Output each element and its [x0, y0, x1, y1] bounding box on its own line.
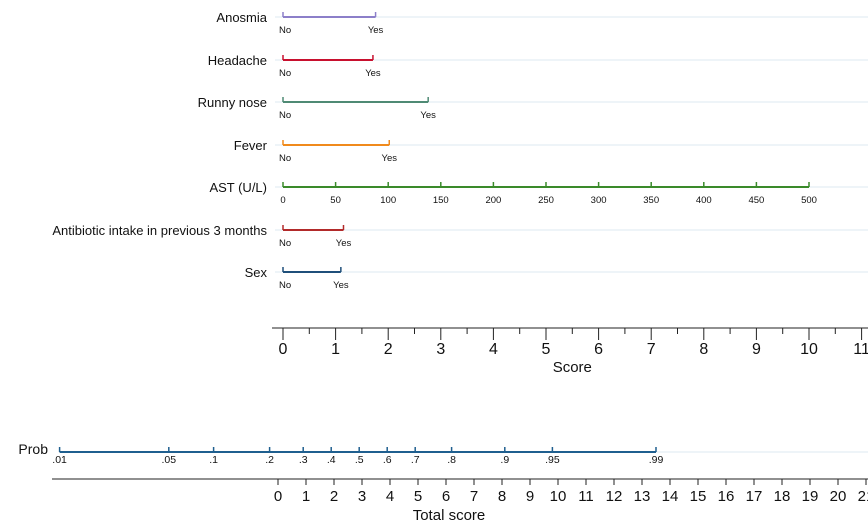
total-tick-label-8: 8	[498, 488, 506, 505]
score-tick-label-1: 1	[331, 341, 340, 358]
tick-label-ast-u-l-150: 150	[433, 195, 449, 206]
total-tick-label-1: 1	[302, 488, 310, 505]
predictor-label-ast-u-l: AST (U/L)	[209, 180, 267, 195]
predictor-label-antibiotic-intake-in-previous-3-months: Antibiotic intake in previous 3 months	[52, 223, 267, 238]
predictor-label-fever: Fever	[234, 138, 268, 153]
predictor-label-headache: Headache	[208, 53, 267, 68]
predictor-row-sex: Sex No Yes	[245, 265, 349, 291]
score-tick-label-7: 7	[647, 341, 656, 358]
predictor-label-anosmia: Anosmia	[216, 10, 267, 25]
score-tick-label-2: 2	[384, 341, 393, 358]
predictor-row-anosmia: Anosmia No Yes	[216, 10, 383, 36]
tick-label-ast-u-l-50: 50	[330, 195, 341, 206]
tick-label-ast-u-l-100: 100	[380, 195, 396, 206]
score-tick-label-8: 8	[699, 341, 708, 358]
predictor-row-fever: Fever No Yes	[234, 138, 397, 164]
prob-tick-label-95: .95	[545, 454, 560, 466]
tick-label-runny-nose-yes: Yes	[420, 110, 436, 121]
predictor-rows: Anosmia No Yes Headache No Yes Runny nose No Yes…	[52, 10, 817, 291]
tick-label-antibiotic-intake-in-previous-3-months-yes: Yes	[336, 238, 352, 249]
score-tick-label-0: 0	[279, 341, 288, 358]
prob-tick-label-7: .7	[411, 454, 420, 466]
prob-axis-title: Prob	[18, 441, 48, 457]
total-tick-label-6: 6	[442, 488, 450, 505]
score-tick-label-10: 10	[800, 341, 818, 358]
predictor-row-headache: Headache No Yes	[208, 53, 381, 79]
total-tick-label-10: 10	[550, 488, 567, 505]
tick-label-headache-yes: Yes	[365, 68, 381, 79]
prob-tick-label-99: .99	[649, 454, 664, 466]
prob-tick-label-01: .01	[52, 454, 67, 466]
total-tick-label-14: 14	[662, 488, 679, 505]
predictor-row-antibiotic-intake-in-previous-3-months: Antibiotic intake in previous 3 months No…	[52, 223, 351, 249]
tick-label-ast-u-l-400: 400	[696, 195, 712, 206]
tick-label-ast-u-l-250: 250	[538, 195, 554, 206]
prob-tick-label-3: .3	[299, 454, 308, 466]
prob-tick-label-4: .4	[327, 454, 336, 466]
tick-label-anosmia-yes: Yes	[368, 25, 384, 36]
total-tick-label-4: 4	[386, 488, 394, 505]
tick-label-ast-u-l-300: 300	[591, 195, 607, 206]
tick-label-anosmia-no: No	[279, 25, 291, 36]
score-axis: 0 1 2 3 4 5 6 7 8 9 10 11 Score	[272, 327, 868, 376]
score-tick-label-6: 6	[594, 341, 603, 358]
tick-label-ast-u-l-450: 450	[748, 195, 764, 206]
tick-label-ast-u-l-200: 200	[485, 195, 501, 206]
tick-label-ast-u-l-350: 350	[643, 195, 659, 206]
predictor-row-runny-nose: Runny nose No Yes	[198, 95, 437, 121]
predictor-label-runny-nose: Runny nose	[198, 95, 267, 110]
tick-label-headache-no: No	[279, 68, 291, 79]
total-tick-label-13: 13	[634, 488, 651, 505]
prob-tick-label-9: .9	[500, 454, 509, 466]
score-tick-label-4: 4	[489, 341, 498, 358]
total-tick-label-0: 0	[274, 488, 282, 505]
prob-tick-label-8: .8	[447, 454, 456, 466]
total-tick-label-17: 17	[746, 488, 763, 505]
prob-tick-label-5: .5	[355, 454, 364, 466]
tick-label-fever-yes: Yes	[382, 153, 398, 164]
total-tick-label-19: 19	[802, 488, 819, 505]
prob-tick-label-1: .1	[209, 454, 218, 466]
tick-label-sex-yes: Yes	[333, 280, 349, 291]
score-tick-label-11: 11	[853, 341, 868, 358]
score-tick-label-5: 5	[542, 341, 551, 358]
total-tick-label-16: 16	[718, 488, 735, 505]
prob-tick-label-05: .05	[161, 454, 176, 466]
prob-tick-label-2: .2	[265, 454, 274, 466]
total-tick-label-7: 7	[470, 488, 478, 505]
score-tick-label-3: 3	[436, 341, 445, 358]
total-tick-label-12: 12	[606, 488, 623, 505]
tick-label-fever-no: No	[279, 153, 291, 164]
total-tick-label-18: 18	[774, 488, 791, 505]
tick-label-runny-nose-no: No	[279, 110, 291, 121]
tick-label-ast-u-l-500: 500	[801, 195, 817, 206]
tick-label-sex-no: No	[279, 280, 291, 291]
total-axis-title: Total score	[413, 507, 486, 523]
total-tick-label-15: 15	[690, 488, 707, 505]
total-tick-label-5: 5	[414, 488, 422, 505]
score-tick-label-9: 9	[752, 341, 761, 358]
score-axis-title: Score	[553, 359, 592, 376]
tick-label-antibiotic-intake-in-previous-3-months-no: No	[279, 238, 291, 249]
total-tick-label-11: 11	[578, 488, 594, 505]
tick-label-ast-u-l-0: 0	[280, 195, 285, 206]
total-tick-label-21: 21	[858, 488, 868, 505]
prob-axis: Prob .01 .05 .1 .2 .3 .4 .5 .6 .7 .8 .9 .95 .99	[18, 441, 663, 466]
total-tick-label-9: 9	[526, 488, 534, 505]
total-tick-label-2: 2	[330, 488, 338, 505]
total-tick-label-3: 3	[358, 488, 366, 505]
total-tick-label-20: 20	[830, 488, 847, 505]
total-axis: 0123456789101112131415161718192021Total …	[52, 478, 868, 523]
predictor-row-ast-u-l: AST (U/L) 0 50 100 150 200 250 300 350 400 450 500	[209, 180, 816, 206]
prob-tick-label-6: .6	[383, 454, 392, 466]
predictor-label-sex: Sex	[245, 265, 268, 280]
